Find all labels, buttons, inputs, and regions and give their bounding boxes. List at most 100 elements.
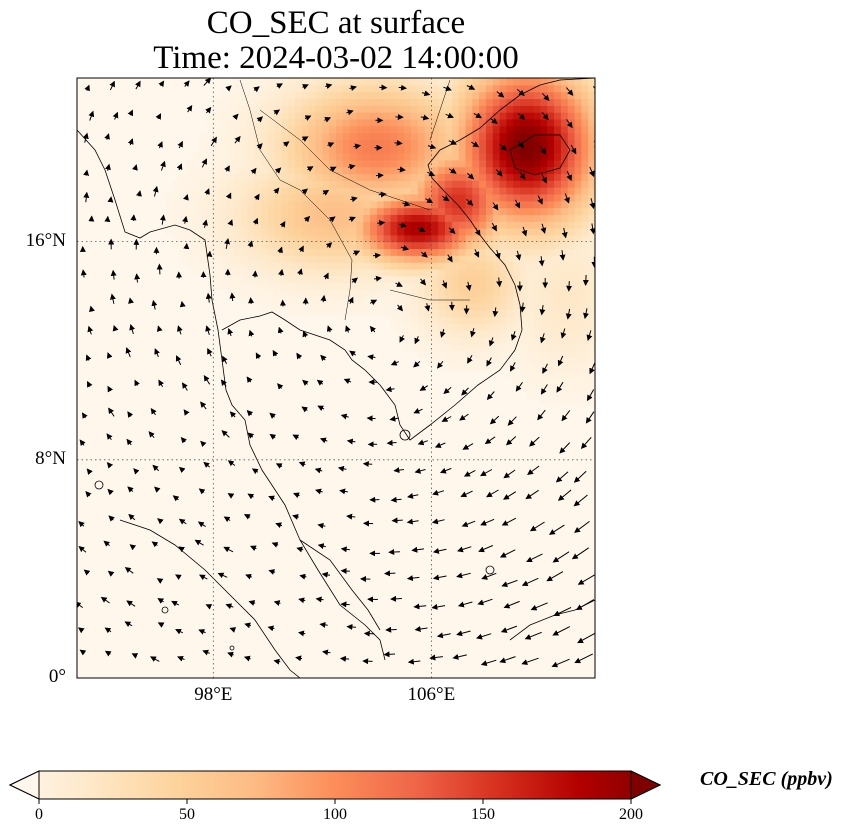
field-cell — [410, 289, 419, 297]
wind-arrow — [348, 216, 356, 223]
field-cell — [295, 282, 303, 290]
field-cell — [410, 255, 419, 263]
field-cell — [458, 364, 467, 372]
wind-arrow — [246, 376, 253, 384]
field-cell — [513, 105, 521, 113]
field-cell — [540, 316, 548, 325]
field-cell — [410, 207, 419, 215]
field-cell — [451, 357, 460, 365]
field-cell — [533, 343, 542, 352]
field-cell — [533, 289, 542, 297]
field-cell — [370, 309, 378, 318]
field-cell — [560, 84, 569, 93]
field-cell — [220, 234, 228, 243]
field-cell — [451, 343, 460, 352]
wind-arrow — [220, 379, 227, 387]
field-cell — [342, 228, 351, 236]
field-cell — [520, 132, 528, 140]
field-cell — [301, 193, 310, 202]
field-cell — [376, 282, 385, 290]
field-cell — [329, 234, 337, 243]
field-cell — [506, 289, 514, 297]
field-cell — [404, 180, 412, 188]
field-cell — [417, 125, 426, 134]
field-cell — [336, 125, 344, 134]
field-cell — [554, 255, 562, 263]
field-cell — [485, 91, 494, 100]
wind-arrow — [268, 495, 275, 502]
field-cell — [404, 214, 412, 222]
field-cell — [567, 221, 576, 229]
field-cell — [458, 268, 467, 277]
wind-arrow — [172, 495, 180, 502]
field-cell — [513, 91, 521, 100]
field-cell — [404, 248, 412, 256]
field-cell — [465, 330, 473, 338]
field-cell — [458, 323, 467, 331]
field-cell — [301, 146, 310, 154]
field-cell — [240, 78, 248, 86]
field-cell — [199, 132, 208, 140]
field-cell — [438, 234, 446, 243]
wind-arrow — [530, 602, 548, 611]
field-cell — [506, 343, 514, 352]
field-cell — [233, 214, 242, 222]
wind-arrow — [177, 140, 183, 149]
wind-arrow — [448, 227, 456, 234]
field-cell — [492, 296, 501, 304]
field-cell — [499, 193, 507, 202]
field-cell — [288, 275, 296, 284]
field-cell — [397, 98, 405, 106]
field-cell — [581, 187, 589, 195]
wind-arrow — [132, 164, 138, 171]
field-cell — [336, 214, 344, 222]
wind-arrow — [317, 543, 326, 550]
field-cell — [254, 207, 262, 215]
field-cell — [199, 241, 208, 250]
field-cell — [179, 248, 187, 256]
field-cell — [506, 241, 514, 250]
field-cell — [206, 125, 214, 134]
field-cell — [308, 248, 317, 256]
field-cell — [410, 275, 419, 284]
wind-arrow — [225, 192, 232, 200]
wind-arrow — [79, 439, 86, 447]
field-cell — [397, 262, 405, 270]
field-cell — [560, 343, 569, 352]
wind-arrow — [275, 522, 283, 529]
field-cell — [547, 391, 555, 400]
field-cell — [424, 187, 433, 195]
field-cell — [485, 166, 494, 175]
field-cell — [322, 275, 330, 284]
field-cell — [445, 91, 453, 100]
field-cell — [540, 98, 548, 106]
field-cell — [363, 125, 371, 134]
field-cell — [410, 180, 419, 188]
field-cell — [315, 228, 323, 236]
wind-arrow — [394, 139, 403, 146]
field-cell — [479, 248, 487, 256]
wind-arrow — [503, 469, 516, 479]
map-time: Time: 2024-03-02 14:00:00 — [153, 40, 519, 76]
field-cell — [390, 268, 398, 277]
field-cell — [336, 289, 344, 297]
field-cell — [588, 193, 595, 202]
field-cell — [506, 132, 514, 140]
field-cell — [547, 214, 555, 222]
field-cell — [533, 391, 542, 400]
field-cell — [479, 323, 487, 331]
field-cell — [574, 398, 582, 406]
field-cell — [567, 112, 576, 120]
wind-arrow — [529, 521, 545, 532]
field-cell — [554, 371, 562, 379]
field-cell — [315, 159, 323, 168]
field-cell — [329, 255, 337, 263]
field-cell — [240, 262, 248, 270]
field-cell — [376, 84, 385, 93]
field-cell — [438, 323, 446, 331]
field-cell — [472, 132, 480, 140]
field-cell — [206, 153, 214, 161]
field-cell — [233, 91, 242, 100]
field-cell — [370, 112, 378, 120]
field-cell — [288, 118, 296, 127]
